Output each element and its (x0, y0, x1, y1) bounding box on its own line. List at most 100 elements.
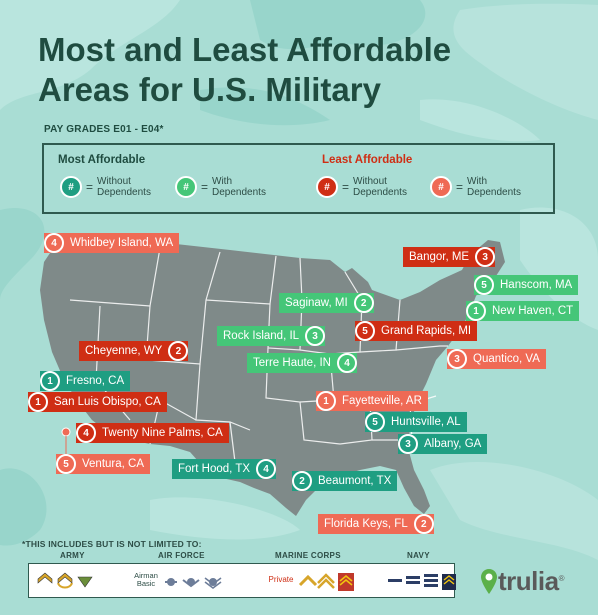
location-label: 5 Hanscom, MA (474, 275, 579, 295)
legend-badge: # (60, 176, 82, 198)
legend-text-line1: Without (97, 176, 131, 187)
location-name: Grand Rapids, MI (381, 325, 472, 337)
location-name: Fayetteville, AR (342, 395, 422, 407)
location-name: Saginaw, MI (285, 297, 348, 309)
legend-text-line1: With (212, 176, 233, 187)
location-name: Fort Hood, TX (178, 463, 251, 475)
legend-equals: = (342, 180, 350, 194)
location-label: 2 Saginaw, MI (279, 293, 374, 313)
page-title: Most and Least Affordable Areas for U.S.… (38, 30, 518, 110)
legend-text: With Dependents (212, 176, 266, 198)
legend-most-heading: Most Affordable (58, 154, 146, 166)
legend-least-heading: Least Affordable (322, 154, 413, 166)
rank-badge: 1 (28, 392, 48, 412)
rank-badge: 2 (413, 514, 434, 534)
location-label: 3 Albany, GA (398, 434, 488, 454)
rank-badge: 4 (44, 233, 64, 253)
legend-least-without: # = Without Dependents (316, 176, 407, 198)
footnote: *THIS INCLUDES BUT IS NOT LIMITED TO: (22, 539, 202, 549)
rank-badge: 1 (466, 301, 486, 321)
legend-equals: = (201, 180, 209, 194)
rank-badge: 1 (316, 391, 336, 411)
rank-badge: 3 (475, 247, 496, 267)
legend-badge: # (175, 176, 197, 198)
brand-name: trulia (498, 566, 559, 596)
map-pin-icon (481, 568, 497, 594)
legend-text: Without Dependents (353, 176, 407, 198)
rank-badge: 5 (355, 321, 375, 341)
rank-badge: 2 (292, 471, 312, 491)
location-name: Hanscom, MA (500, 279, 573, 291)
air-force-rank-line1: Airman (134, 571, 158, 580)
rank-badge: 3 (398, 434, 418, 454)
legend-equals: = (456, 180, 464, 194)
trulia-logo: trulia ® (480, 566, 564, 597)
subtitle: PAY GRADES E01 - E04* (44, 124, 164, 135)
location-name: Ventura, CA (82, 458, 145, 470)
location-label: 4 Whidbey Island, WA (44, 233, 180, 253)
location-name: San Luis Obispo, CA (54, 396, 161, 408)
location-label: 3 Bangor, ME (403, 247, 496, 267)
location-name: Bangor, ME (409, 251, 470, 263)
branch-marine-corps: MARINE CORPS (275, 551, 341, 560)
location-name: Quantico, VA (473, 353, 540, 365)
title-line-2: Areas for U.S. Military (38, 71, 381, 108)
legend-badge: # (316, 176, 338, 198)
legend-most-without: # = Without Dependents (60, 176, 151, 198)
legend: Most Affordable Least Affordable # = Wit… (42, 143, 555, 214)
legend-text-line2: Dependents (212, 187, 266, 198)
branch-army: ARMY (60, 551, 85, 560)
rank-badge: 1 (40, 371, 60, 391)
location-label: 5 Ventura, CA (56, 454, 151, 474)
location-label: 4 Terre Haute, IN (247, 353, 357, 373)
location-name: Rock Island, IL (223, 330, 300, 342)
air-force-rank-line2: Basic (136, 579, 156, 588)
rank-badge: 2 (168, 341, 189, 361)
branch-navy: NAVY (407, 551, 430, 560)
location-label: 2 Florida Keys, FL (318, 514, 434, 534)
rank-badge: 5 (365, 412, 385, 432)
location-label: 1 Fresno, CA (40, 371, 131, 391)
rank-badge: 5 (474, 275, 494, 295)
rank-badge: 2 (353, 293, 374, 313)
branch-air-force: AIR FORCE (158, 551, 205, 560)
location-label: 5 Grand Rapids, MI (355, 321, 478, 341)
legend-text: Without Dependents (97, 176, 151, 198)
location-name: Florida Keys, FL (324, 518, 408, 530)
location-label: 5 Huntsville, AL (365, 412, 467, 432)
legend-text-line2: Dependents (353, 187, 407, 198)
legend-text-line2: Dependents (467, 187, 521, 198)
location-label: 1 San Luis Obispo, CA (28, 392, 167, 412)
location-name: New Haven, CT (492, 305, 574, 317)
location-name: Beaumont, TX (318, 475, 392, 487)
location-name: Cheyenne, WY (85, 345, 163, 357)
legend-least-with: # = With Dependents (430, 176, 521, 198)
location-label: 4 Fort Hood, TX (172, 459, 277, 479)
legend-badge: # (430, 176, 452, 198)
location-label: 3 Quantico, VA (447, 349, 546, 369)
location-name: Terre Haute, IN (253, 357, 331, 369)
location-name: Fresno, CA (66, 375, 125, 387)
location-name: Whidbey Island, WA (70, 237, 174, 249)
location-name: Twenty Nine Palms, CA (102, 427, 223, 439)
rank-badge: 3 (305, 326, 326, 346)
ranks-box: Airman Basic Private (28, 563, 455, 598)
location-name: Huntsville, AL (391, 416, 461, 428)
location-name: Albany, GA (424, 438, 482, 450)
legend-text-line2: Dependents (97, 187, 151, 198)
location-label: 4 Twenty Nine Palms, CA (76, 423, 229, 443)
location-label: 1 New Haven, CT (466, 301, 580, 321)
air-force-rank-label: Airman Basic (129, 572, 163, 588)
rank-badge: 4 (256, 459, 277, 479)
rank-badge: 5 (56, 454, 76, 474)
rank-badge: 3 (447, 349, 467, 369)
location-label: 3 Rock Island, IL (217, 326, 326, 346)
location-label: 2 Cheyenne, WY (79, 341, 189, 361)
legend-text: With Dependents (467, 176, 521, 198)
rank-badge: 4 (76, 423, 96, 443)
location-label: 2 Beaumont, TX (292, 471, 398, 491)
legend-most-with: # = With Dependents (175, 176, 266, 198)
location-label: 1 Fayetteville, AR (316, 391, 428, 411)
rank-badge: 4 (336, 353, 357, 373)
us-map (40, 238, 505, 516)
